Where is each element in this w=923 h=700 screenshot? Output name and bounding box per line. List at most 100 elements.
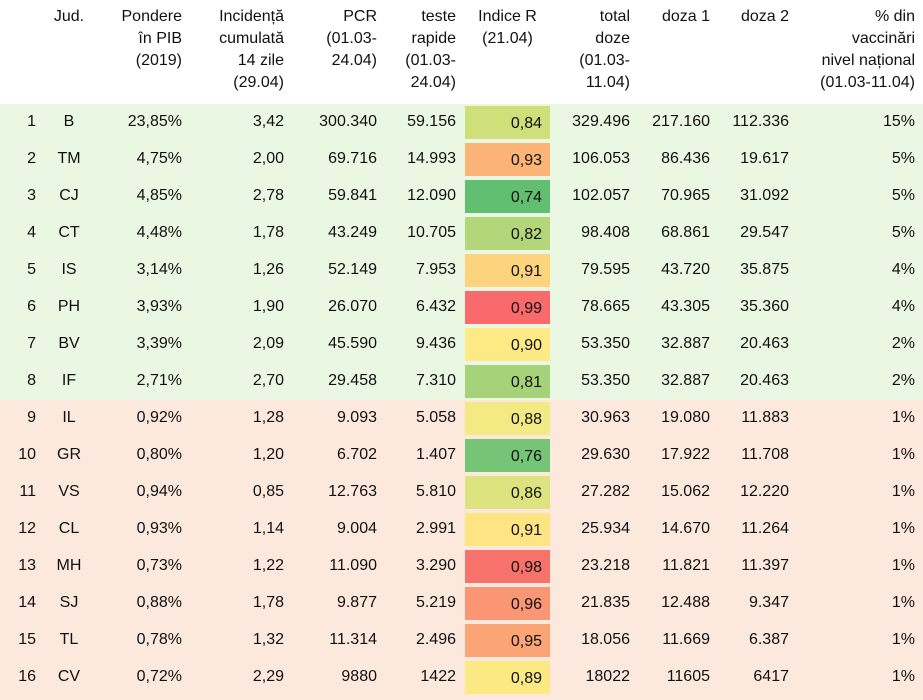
cell-pct-vaccinari: 1% — [891, 668, 915, 685]
table-row: 0,90 7 BV 3,39% 2,09 45.590 9.436 53.350 32.887 2… — [0, 326, 923, 362]
col-header-indice-r: Indice R (21.04) — [478, 8, 537, 47]
cell-doza1: 15.062 — [661, 483, 710, 500]
row-number: 16 — [18, 668, 36, 685]
cell-doza1: 68.861 — [661, 224, 710, 241]
cell-teste-rapide: 1422 — [420, 668, 456, 685]
top-group-band — [0, 104, 923, 400]
cell-pondere: 4,85% — [136, 187, 182, 204]
cell-pondere: 0,80% — [136, 446, 182, 463]
cell-teste-rapide: 7.953 — [415, 261, 456, 278]
col-header-pcr: PCR (01.03- 24.04) — [326, 8, 377, 69]
cell-incidenta: 2,78 — [252, 187, 284, 204]
cell-doza1: 43.305 — [661, 298, 710, 315]
cell-judet: MH — [56, 557, 82, 574]
cell-incidenta: 3,42 — [252, 113, 284, 130]
cell-teste-rapide: 6.432 — [415, 298, 456, 315]
cell-doza2: 19.617 — [740, 150, 789, 167]
cell-pct-vaccinari: 5% — [891, 224, 915, 241]
row-number: 11 — [19, 483, 36, 500]
cell-pondere: 0,93% — [136, 520, 182, 537]
table-row: 0,82 4 CT 4,48% 1,78 43.249 10.705 98.408 68.861… — [0, 215, 923, 251]
cell-pct-vaccinari: 4% — [891, 298, 915, 315]
cell-indice-r: 0,91 — [465, 254, 550, 287]
cell-pcr: 6.702 — [336, 446, 377, 463]
table-row: 0,99 6 PH 3,93% 1,90 26.070 6.432 78.665 43.305 3… — [0, 289, 923, 325]
cell-pondere: 3,39% — [136, 335, 182, 352]
cell-indice-r: 0,95 — [465, 624, 550, 657]
cell-teste-rapide: 14.993 — [407, 150, 456, 167]
cell-indice-r: 0,81 — [465, 365, 550, 398]
cell-judet: CV — [57, 668, 81, 685]
col-header-total-doze: total doze (01.03- 11.04) — [579, 8, 630, 91]
cell-pcr: 9.877 — [336, 594, 377, 611]
cell-total-doze: 79.595 — [581, 261, 630, 278]
cell-total-doze: 30.963 — [581, 409, 630, 426]
cell-judet: CL — [58, 520, 80, 537]
cell-pct-vaccinari: 5% — [891, 187, 915, 204]
cell-doza1: 43.720 — [661, 261, 710, 278]
cell-pct-vaccinari: 1% — [891, 594, 915, 611]
cell-pcr: 11.090 — [329, 557, 377, 574]
cell-teste-rapide: 5.810 — [415, 483, 456, 500]
cell-judet: B — [63, 113, 75, 130]
cell-doza2: 112.336 — [732, 113, 789, 130]
cell-indice-r: 0,98 — [465, 550, 550, 583]
cell-pondere: 3,93% — [136, 298, 182, 315]
row-number: 10 — [18, 446, 36, 463]
row-number: 4 — [27, 224, 36, 241]
cell-total-doze: 25.934 — [581, 520, 630, 537]
cell-pct-vaccinari: 2% — [891, 335, 915, 352]
cell-indice-r: 0,91 — [465, 513, 550, 546]
table-row: 0,89 16 CV 0,72% 2,29 9880 1422 18022 11605 6417 1… — [0, 659, 923, 695]
cell-doza1: 70.965 — [661, 187, 710, 204]
cell-total-doze: 78.665 — [581, 298, 630, 315]
table-row: 0,95 15 TL 0,78% 1,32 11.314 2.496 18.056 11.669… — [0, 622, 923, 658]
cell-pcr: 52.149 — [328, 261, 377, 278]
row-number: 1 — [27, 113, 36, 130]
bottom-group-band — [0, 400, 923, 700]
cell-pct-vaccinari: 1% — [891, 557, 915, 574]
cell-judet: VS — [58, 483, 80, 500]
cell-indice-r: 0,90 — [465, 328, 550, 361]
col-header-pondere: Pondere în PIB (2019) — [121, 8, 183, 69]
cell-teste-rapide: 59.156 — [407, 113, 456, 130]
cell-indice-r: 0,86 — [465, 476, 550, 509]
cell-pcr: 59.841 — [328, 187, 377, 204]
cell-judet: IS — [61, 261, 77, 278]
cell-doza2: 31.092 — [740, 187, 789, 204]
cell-doza2: 11.264 — [741, 520, 789, 537]
cell-total-doze: 18022 — [585, 668, 631, 685]
cell-indice-r: 0,93 — [465, 143, 550, 176]
row-number: 14 — [18, 594, 36, 611]
row-number: 13 — [18, 557, 36, 574]
cell-pct-vaccinari: 15% — [882, 113, 915, 130]
table-row: 0,98 13 MH 0,73% 1,22 11.090 3.290 23.218 11.821… — [0, 548, 923, 584]
cell-indice-r: 0,99 — [465, 291, 550, 324]
cell-doza1: 217.160 — [652, 113, 710, 130]
row-number: 7 — [27, 335, 36, 352]
cell-judet: GR — [57, 446, 81, 463]
cell-incidenta: 2,09 — [252, 335, 284, 352]
cell-incidenta: 1,90 — [252, 298, 284, 315]
cell-incidenta: 1,20 — [252, 446, 284, 463]
cell-indice-r: 0,96 — [465, 587, 550, 620]
cell-pcr: 69.716 — [328, 150, 377, 167]
cell-doza2: 6.387 — [748, 631, 789, 648]
col-header-pct-vaccinari: % din vaccinări nivel național (01.03-11… — [820, 8, 915, 91]
cell-doza1: 17.922 — [661, 446, 710, 463]
cell-judet: CT — [58, 224, 80, 241]
cell-doza2: 12.220 — [740, 483, 789, 500]
cell-pondere: 3,14% — [136, 261, 182, 278]
cell-total-doze: 23.218 — [581, 557, 630, 574]
cell-doza1: 32.887 — [661, 372, 710, 389]
cell-total-doze: 21.835 — [581, 594, 630, 611]
cell-teste-rapide: 5.058 — [415, 409, 456, 426]
row-number: 6 — [27, 298, 36, 315]
cell-teste-rapide: 2.991 — [415, 520, 456, 537]
cell-incidenta: 1,14 — [252, 520, 284, 537]
table-row: 0,93 2 TM 4,75% 2,00 69.716 14.993 106.053 86.43… — [0, 141, 923, 177]
row-number: 3 — [27, 187, 36, 204]
cell-total-doze: 18.056 — [581, 631, 630, 648]
table-row: 0,81 8 IF 2,71% 2,70 29.458 7.310 53.350 32.887 2… — [0, 363, 923, 399]
cell-pcr: 300.340 — [319, 113, 377, 130]
